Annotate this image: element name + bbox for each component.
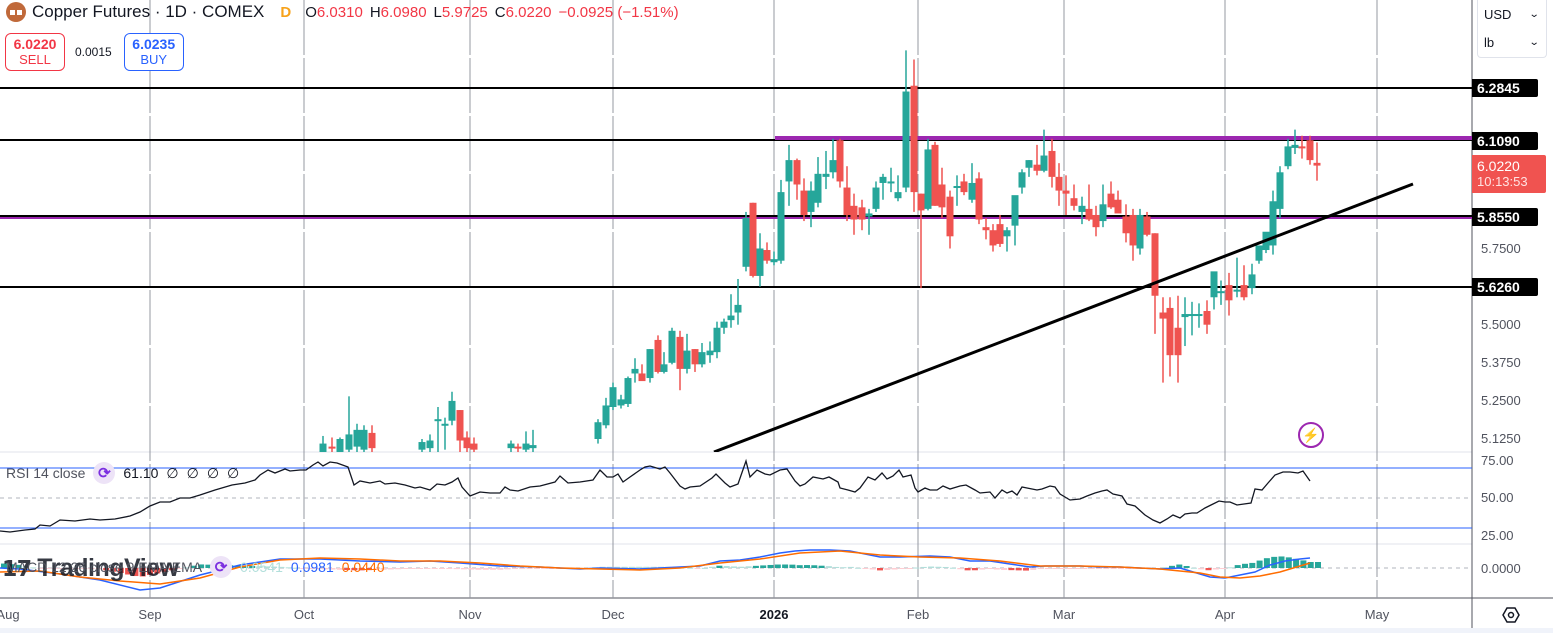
time-label: Dec bbox=[601, 607, 625, 622]
level-label-5-8550: 5.8550 bbox=[1472, 208, 1538, 226]
bar-countdown: 10:13:53 bbox=[1477, 174, 1528, 189]
time-label: Oct bbox=[293, 607, 315, 622]
time-label: Mar bbox=[1052, 607, 1076, 622]
price-tick: 5.7500 bbox=[1481, 241, 1521, 256]
price-tick: 5.2500 bbox=[1481, 393, 1521, 408]
ohlc-open: O6.0310 bbox=[305, 3, 363, 21]
macd-tick: 0.0000 bbox=[1481, 561, 1521, 576]
rsi-tick: 75.00 bbox=[1481, 453, 1514, 468]
unit-selector: USD ⌄ lb ⌄ bbox=[1477, 0, 1547, 58]
time-label: Apr bbox=[1214, 607, 1236, 622]
rsi-tick: 50.00 bbox=[1481, 490, 1514, 505]
rsi-value: 61.10 bbox=[123, 465, 159, 481]
chevron-down-icon: ⌄ bbox=[1528, 36, 1540, 48]
time-label: Aug bbox=[0, 607, 20, 622]
ohlc-close: C6.0220 bbox=[494, 3, 552, 21]
price-tick: 5.3750 bbox=[1481, 355, 1521, 370]
time-label: Feb bbox=[906, 607, 930, 622]
time-label: Nov bbox=[458, 607, 482, 622]
macd-histogram-value: 0.0541 bbox=[240, 559, 283, 575]
rsi-title: RSI 14 close bbox=[6, 465, 86, 481]
ohlc-values: O6.0310 H6.0980 L5.9725 C6.0220 −0.0925 … bbox=[305, 4, 678, 21]
rsi-tick: 25.00 bbox=[1481, 528, 1514, 543]
rsi-legend[interactable]: RSI 14 close ⟳ 61.10 ∅ ∅ ∅ ∅ bbox=[6, 462, 239, 484]
copper-symbol-icon bbox=[6, 2, 26, 22]
delayed-data-badge[interactable]: D bbox=[280, 3, 292, 21]
buy-button[interactable]: 6.0235 BUY bbox=[123, 33, 184, 71]
refresh-icon[interactable]: ⟳ bbox=[210, 556, 233, 578]
symbol-title[interactable]: Copper Futures · 1D · COMEX bbox=[32, 2, 265, 21]
level-label-6-2845: 6.2845 bbox=[1472, 79, 1538, 97]
refresh-icon[interactable]: ⟳ bbox=[93, 462, 116, 484]
level-label-6-1090: 6.1090 bbox=[1472, 132, 1538, 150]
sell-button[interactable]: 6.0220 SELL bbox=[5, 33, 65, 71]
time-label: Sep bbox=[138, 607, 162, 622]
symbol-legend: Copper Futures · 1D · COMEX D O6.0310 H6… bbox=[6, 2, 679, 22]
macd-line-value: 0.0981 bbox=[290, 559, 334, 575]
price-tick: 5.5000 bbox=[1481, 317, 1521, 332]
currency-dropdown[interactable]: USD ⌄ bbox=[1484, 6, 1540, 22]
current-price-label: 6.0220 10:13:53 bbox=[1472, 155, 1546, 193]
unit-dropdown[interactable]: lb ⌄ bbox=[1484, 34, 1540, 50]
price-tick: 5.1250 bbox=[1481, 431, 1521, 446]
tradingview-watermark: 𝟭𝟳 TradingView bbox=[2, 554, 179, 582]
trade-panel: 6.0220 SELL 0.0015 6.0235 BUY bbox=[5, 33, 184, 71]
chevron-down-icon: ⌄ bbox=[1528, 8, 1540, 20]
time-label: 2026 bbox=[759, 607, 789, 622]
ohlc-low: L5.9725 bbox=[433, 3, 488, 21]
ohlc-change: −0.0925 (−1.51%) bbox=[558, 3, 679, 21]
lightning-event-icon[interactable]: ⚡ bbox=[1298, 422, 1324, 448]
macd-legend[interactable]: MACD 12 26 close 9 EMA EMA ⟳ 0.0541 0.09… bbox=[6, 556, 385, 578]
macd-signal-value: 0.0440 bbox=[341, 559, 385, 575]
macd-title: MACD 12 26 close 9 EMA EMA bbox=[6, 559, 203, 575]
ohlc-high: H6.0980 bbox=[369, 3, 427, 21]
level-label-5-6260: 5.6260 bbox=[1472, 278, 1538, 296]
settings-gear-icon[interactable] bbox=[1501, 605, 1521, 625]
spread-value: 0.0015 bbox=[75, 45, 112, 59]
time-label: May bbox=[1364, 607, 1390, 622]
